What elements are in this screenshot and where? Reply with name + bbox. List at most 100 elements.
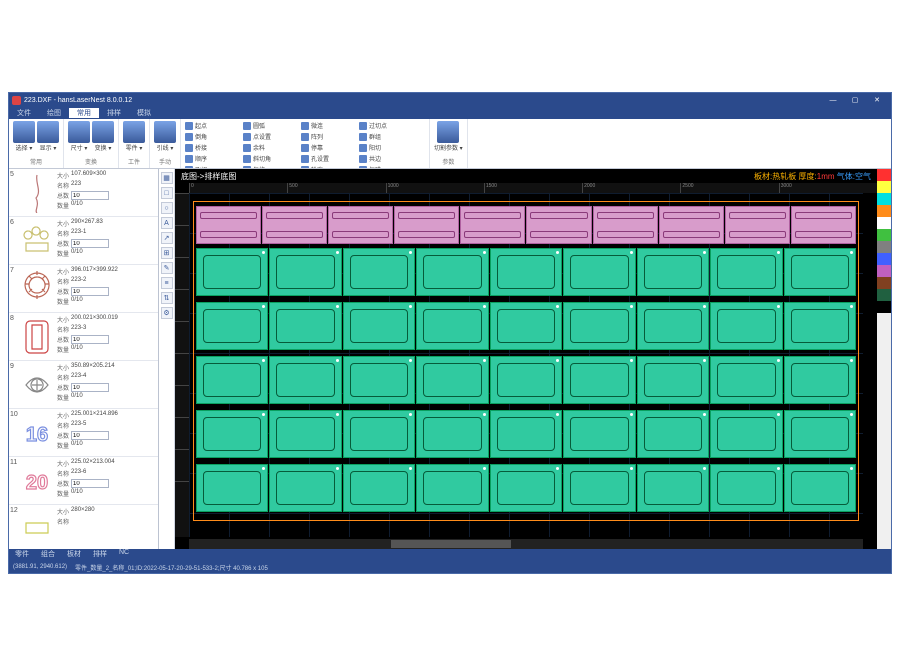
nested-part[interactable] (490, 248, 562, 296)
palette-color[interactable] (877, 253, 891, 265)
palette-color[interactable] (877, 277, 891, 289)
menu-item[interactable]: 常用 (69, 108, 99, 118)
tool-button[interactable]: ○ (161, 202, 173, 214)
palette-color[interactable] (877, 193, 891, 205)
nested-part[interactable] (637, 356, 709, 404)
nested-part[interactable] (710, 356, 782, 404)
nested-part[interactable] (563, 356, 635, 404)
tool-button[interactable]: ⚙ (161, 307, 173, 319)
tool-button[interactable]: ≡ (161, 277, 173, 289)
menu-item[interactable]: 文件 (9, 108, 39, 118)
part-item[interactable]: 8大小200.021×300.019名称223-3总数数量0/10 (9, 313, 158, 361)
ribbon-button[interactable]: 倒角 (185, 132, 241, 141)
bottom-tab[interactable]: 组合 (35, 549, 61, 561)
ribbon-button[interactable]: 过切点 (359, 121, 415, 130)
nested-part[interactable] (269, 410, 341, 458)
nested-part[interactable] (563, 302, 635, 350)
nested-part[interactable] (710, 248, 782, 296)
nested-part[interactable] (328, 206, 393, 244)
part-item[interactable]: 6大小290×267.83名称223-1总数数量0/10 (9, 217, 158, 265)
ribbon-button[interactable]: 群组 (359, 132, 415, 141)
part-total-input[interactable] (71, 287, 109, 296)
ribbon-button[interactable]: 零件 ▾ (123, 121, 145, 152)
tool-button[interactable]: ↗ (161, 232, 173, 244)
nested-part[interactable] (343, 356, 415, 404)
nested-part[interactable] (593, 206, 658, 244)
nested-part[interactable] (710, 464, 782, 512)
nested-part[interactable] (784, 248, 856, 296)
ribbon-button[interactable]: 顺序 (185, 154, 241, 163)
part-total-input[interactable] (71, 239, 109, 248)
part-total-input[interactable] (71, 383, 109, 392)
nested-part[interactable] (262, 206, 327, 244)
ribbon-button[interactable]: 引线 ▾ (154, 121, 176, 152)
ribbon-button[interactable]: 停靠 (301, 143, 357, 152)
nested-part[interactable] (343, 302, 415, 350)
ribbon-button[interactable]: 切割参数 ▾ (434, 121, 463, 152)
ribbon-button[interactable]: 桥接 (185, 143, 241, 152)
bottom-tab[interactable]: NC (113, 549, 135, 561)
nested-part[interactable] (269, 302, 341, 350)
nested-part[interactable] (490, 356, 562, 404)
ribbon-button[interactable]: 微连 (301, 121, 357, 130)
palette-color[interactable] (877, 169, 891, 181)
nested-part[interactable] (416, 248, 488, 296)
palette-color[interactable] (877, 217, 891, 229)
nested-part[interactable] (784, 356, 856, 404)
part-item[interactable]: 1120大小225.02×213.004名称223-6总数数量0/10 (9, 457, 158, 505)
nested-part[interactable] (416, 410, 488, 458)
nested-part[interactable] (416, 464, 488, 512)
palette-color[interactable] (877, 241, 891, 253)
nested-part[interactable] (637, 464, 709, 512)
nested-part[interactable] (269, 464, 341, 512)
minimize-button[interactable]: ― (822, 94, 844, 106)
menu-item[interactable]: 绘图 (39, 108, 69, 118)
nested-part[interactable] (784, 464, 856, 512)
part-total-input[interactable] (71, 191, 109, 200)
nested-part[interactable] (637, 248, 709, 296)
bottom-tab[interactable]: 排样 (87, 549, 113, 561)
nested-part[interactable] (269, 248, 341, 296)
nested-part[interactable] (526, 206, 591, 244)
nested-part[interactable] (343, 410, 415, 458)
scrollbar-thumb[interactable] (391, 540, 511, 548)
menu-item[interactable]: 排样 (99, 108, 129, 118)
nested-part[interactable] (791, 206, 856, 244)
nested-part[interactable] (637, 410, 709, 458)
palette-color[interactable] (877, 229, 891, 241)
ribbon-button[interactable]: 斜切角 (243, 154, 299, 163)
part-item[interactable]: 5大小107.609×300名称223总数数量0/10 (9, 169, 158, 217)
nested-part[interactable] (416, 302, 488, 350)
nested-part[interactable] (490, 302, 562, 350)
ribbon-button[interactable]: 显示 ▾ (37, 121, 59, 152)
nested-part[interactable] (196, 248, 268, 296)
tool-button[interactable]: ⇅ (161, 292, 173, 304)
nested-part[interactable] (563, 410, 635, 458)
ribbon-button[interactable]: 共边 (359, 154, 415, 163)
nested-part[interactable] (563, 464, 635, 512)
ribbon-button[interactable]: 阵列 (301, 132, 357, 141)
palette-color[interactable] (877, 289, 891, 301)
maximize-button[interactable]: ▢ (844, 94, 866, 106)
nested-part[interactable] (490, 464, 562, 512)
nested-part[interactable] (784, 302, 856, 350)
nested-part[interactable] (637, 302, 709, 350)
ribbon-button[interactable]: 变换 ▾ (92, 121, 114, 152)
tool-button[interactable]: ⊞ (161, 247, 173, 259)
palette-color[interactable] (877, 181, 891, 193)
nested-part[interactable] (725, 206, 790, 244)
ribbon-button[interactable]: 孔设置 (301, 154, 357, 163)
menu-item[interactable]: 模拟 (129, 108, 159, 118)
nested-part[interactable] (710, 302, 782, 350)
part-total-input[interactable] (71, 431, 109, 440)
nested-part[interactable] (659, 206, 724, 244)
part-item[interactable]: 9大小350.89×205.214名称223-4总数数量0/10 (9, 361, 158, 409)
ribbon-button[interactable]: 余料 (243, 143, 299, 152)
tool-button[interactable]: A (161, 217, 173, 229)
nested-part[interactable] (394, 206, 459, 244)
part-item[interactable]: 1016大小225.001×214.896名称223-5总数数量0/10 (9, 409, 158, 457)
part-item[interactable]: 12大小280×280名称 (9, 505, 158, 549)
nested-part[interactable] (196, 302, 268, 350)
bottom-tab[interactable]: 板材 (61, 549, 87, 561)
part-total-input[interactable] (71, 335, 109, 344)
